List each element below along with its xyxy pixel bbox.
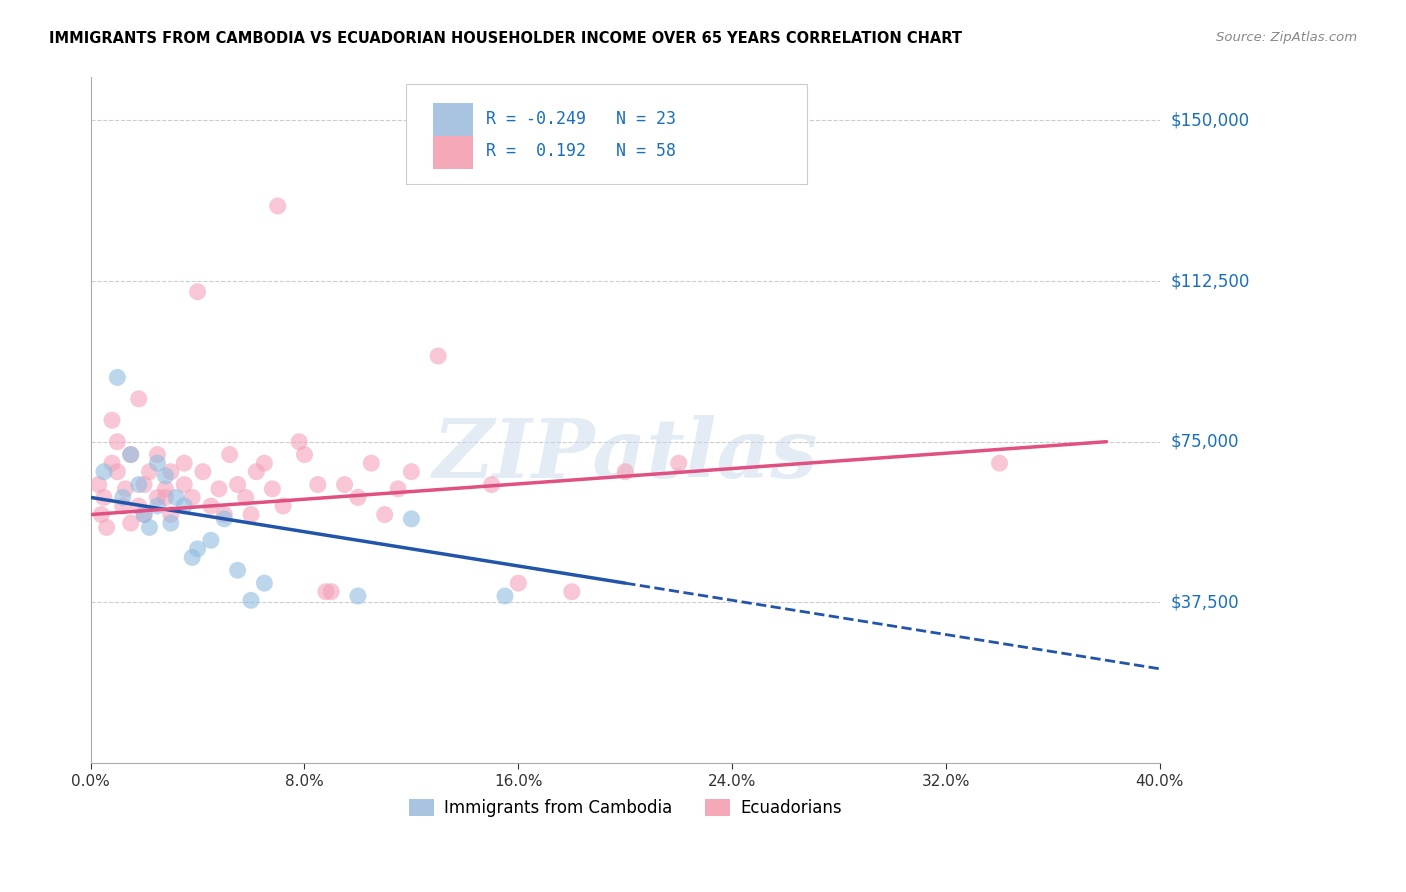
Point xyxy=(146,448,169,462)
Point xyxy=(494,589,516,603)
Point xyxy=(561,584,583,599)
Point xyxy=(165,491,187,505)
Point xyxy=(155,469,177,483)
Point xyxy=(155,482,177,496)
Point xyxy=(128,392,150,406)
Point xyxy=(93,465,115,479)
Point xyxy=(235,491,257,505)
Point xyxy=(159,508,181,522)
Point xyxy=(96,520,118,534)
Point xyxy=(374,508,396,522)
Point xyxy=(401,512,423,526)
Point xyxy=(101,456,124,470)
Text: R = -0.249   N = 23: R = -0.249 N = 23 xyxy=(486,110,676,128)
Text: $37,500: $37,500 xyxy=(1171,593,1240,611)
Point xyxy=(315,584,337,599)
Point xyxy=(668,456,690,470)
Point xyxy=(105,370,128,384)
FancyBboxPatch shape xyxy=(406,85,807,184)
Point xyxy=(87,477,110,491)
Point xyxy=(132,508,155,522)
Point xyxy=(138,520,160,534)
Point xyxy=(181,491,204,505)
Point xyxy=(159,465,181,479)
Point xyxy=(240,593,263,607)
FancyBboxPatch shape xyxy=(433,103,474,136)
Point xyxy=(321,584,343,599)
Text: $150,000: $150,000 xyxy=(1171,112,1250,129)
Point xyxy=(508,576,530,591)
Point xyxy=(155,491,177,505)
Point xyxy=(128,499,150,513)
Point xyxy=(200,533,222,548)
Point xyxy=(427,349,450,363)
Point xyxy=(132,477,155,491)
Point xyxy=(481,477,503,491)
Point xyxy=(128,477,150,491)
Point xyxy=(173,499,195,513)
Point xyxy=(120,516,142,530)
Point xyxy=(93,491,115,505)
FancyBboxPatch shape xyxy=(433,136,474,169)
Point xyxy=(214,512,236,526)
Point xyxy=(333,477,356,491)
Point xyxy=(226,477,249,491)
Point xyxy=(105,434,128,449)
Point xyxy=(120,448,142,462)
Point xyxy=(146,491,169,505)
Text: $75,000: $75,000 xyxy=(1171,433,1240,450)
Point xyxy=(267,199,290,213)
Point xyxy=(90,508,112,522)
Point xyxy=(218,448,240,462)
Point xyxy=(111,491,134,505)
Text: ZIPatlas: ZIPatlas xyxy=(433,415,818,494)
Point xyxy=(294,448,316,462)
Point xyxy=(191,465,214,479)
Point xyxy=(240,508,263,522)
Point xyxy=(226,563,249,577)
Point xyxy=(114,482,136,496)
Point xyxy=(262,482,284,496)
Point xyxy=(214,508,236,522)
Point xyxy=(146,456,169,470)
Point xyxy=(105,465,128,479)
Point xyxy=(401,465,423,479)
Point xyxy=(988,456,1011,470)
Point xyxy=(387,482,409,496)
Point xyxy=(614,465,637,479)
Point xyxy=(253,576,276,591)
Point xyxy=(347,491,370,505)
Point xyxy=(200,499,222,513)
Point xyxy=(360,456,382,470)
Point xyxy=(187,285,209,299)
Point xyxy=(146,499,169,513)
Point xyxy=(132,508,155,522)
Text: $112,500: $112,500 xyxy=(1171,272,1250,290)
Point xyxy=(173,477,195,491)
Point xyxy=(120,448,142,462)
Point xyxy=(159,516,181,530)
Point xyxy=(271,499,294,513)
Text: Source: ZipAtlas.com: Source: ZipAtlas.com xyxy=(1216,31,1357,45)
Point xyxy=(181,550,204,565)
Point xyxy=(245,465,267,479)
Point xyxy=(101,413,124,427)
Point xyxy=(208,482,231,496)
Text: R =  0.192   N = 58: R = 0.192 N = 58 xyxy=(486,143,676,161)
Point xyxy=(111,499,134,513)
Point xyxy=(288,434,311,449)
Point xyxy=(173,456,195,470)
Point xyxy=(253,456,276,470)
Point xyxy=(347,589,370,603)
Point xyxy=(187,541,209,556)
Point xyxy=(307,477,329,491)
Text: IMMIGRANTS FROM CAMBODIA VS ECUADORIAN HOUSEHOLDER INCOME OVER 65 YEARS CORRELAT: IMMIGRANTS FROM CAMBODIA VS ECUADORIAN H… xyxy=(49,31,962,46)
Point xyxy=(138,465,160,479)
Legend: Immigrants from Cambodia, Ecuadorians: Immigrants from Cambodia, Ecuadorians xyxy=(402,792,849,823)
